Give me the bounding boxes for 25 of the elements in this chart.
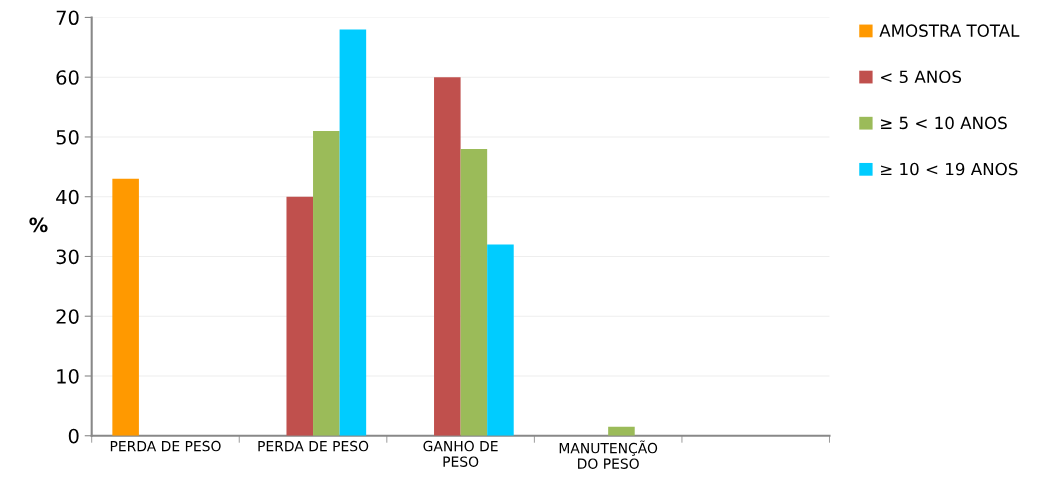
x-tick-label: GANHO DE PESO	[423, 440, 498, 467]
y-tick-label: 20	[56, 309, 79, 324]
legend-label: ≥ 10 < 19 ANOS	[881, 162, 1018, 176]
y-tick-label: 70	[56, 10, 79, 26]
y-tick-label: 10	[57, 368, 79, 384]
x-tick-label: MANUTENÇÃO DO PESO	[559, 440, 658, 469]
legend-label: < 5 ANOS	[881, 70, 962, 84]
bar	[286, 196, 314, 436]
bar	[339, 29, 367, 436]
y-tick-label: 0	[68, 428, 79, 444]
bar	[487, 244, 514, 436]
bar	[608, 426, 635, 436]
y-tick-label: 60	[56, 70, 79, 85]
bar	[313, 130, 340, 436]
legend-label: ≥ 5 < 10 ANOS	[881, 116, 1007, 130]
x-tick-label: PERDA DE PESO	[110, 440, 221, 452]
x-tick-label: PERDA DE PESO	[258, 440, 369, 452]
y-tick-label: 40	[56, 189, 79, 205]
y-tick-label: 50	[56, 129, 79, 145]
y-axis-title: %	[29, 217, 48, 233]
y-tick-label: 30	[56, 249, 79, 265]
legend-label: AMOSTRA TOTAL	[879, 24, 1020, 37]
bar	[460, 148, 488, 436]
bar	[112, 178, 139, 436]
bar	[434, 77, 461, 436]
